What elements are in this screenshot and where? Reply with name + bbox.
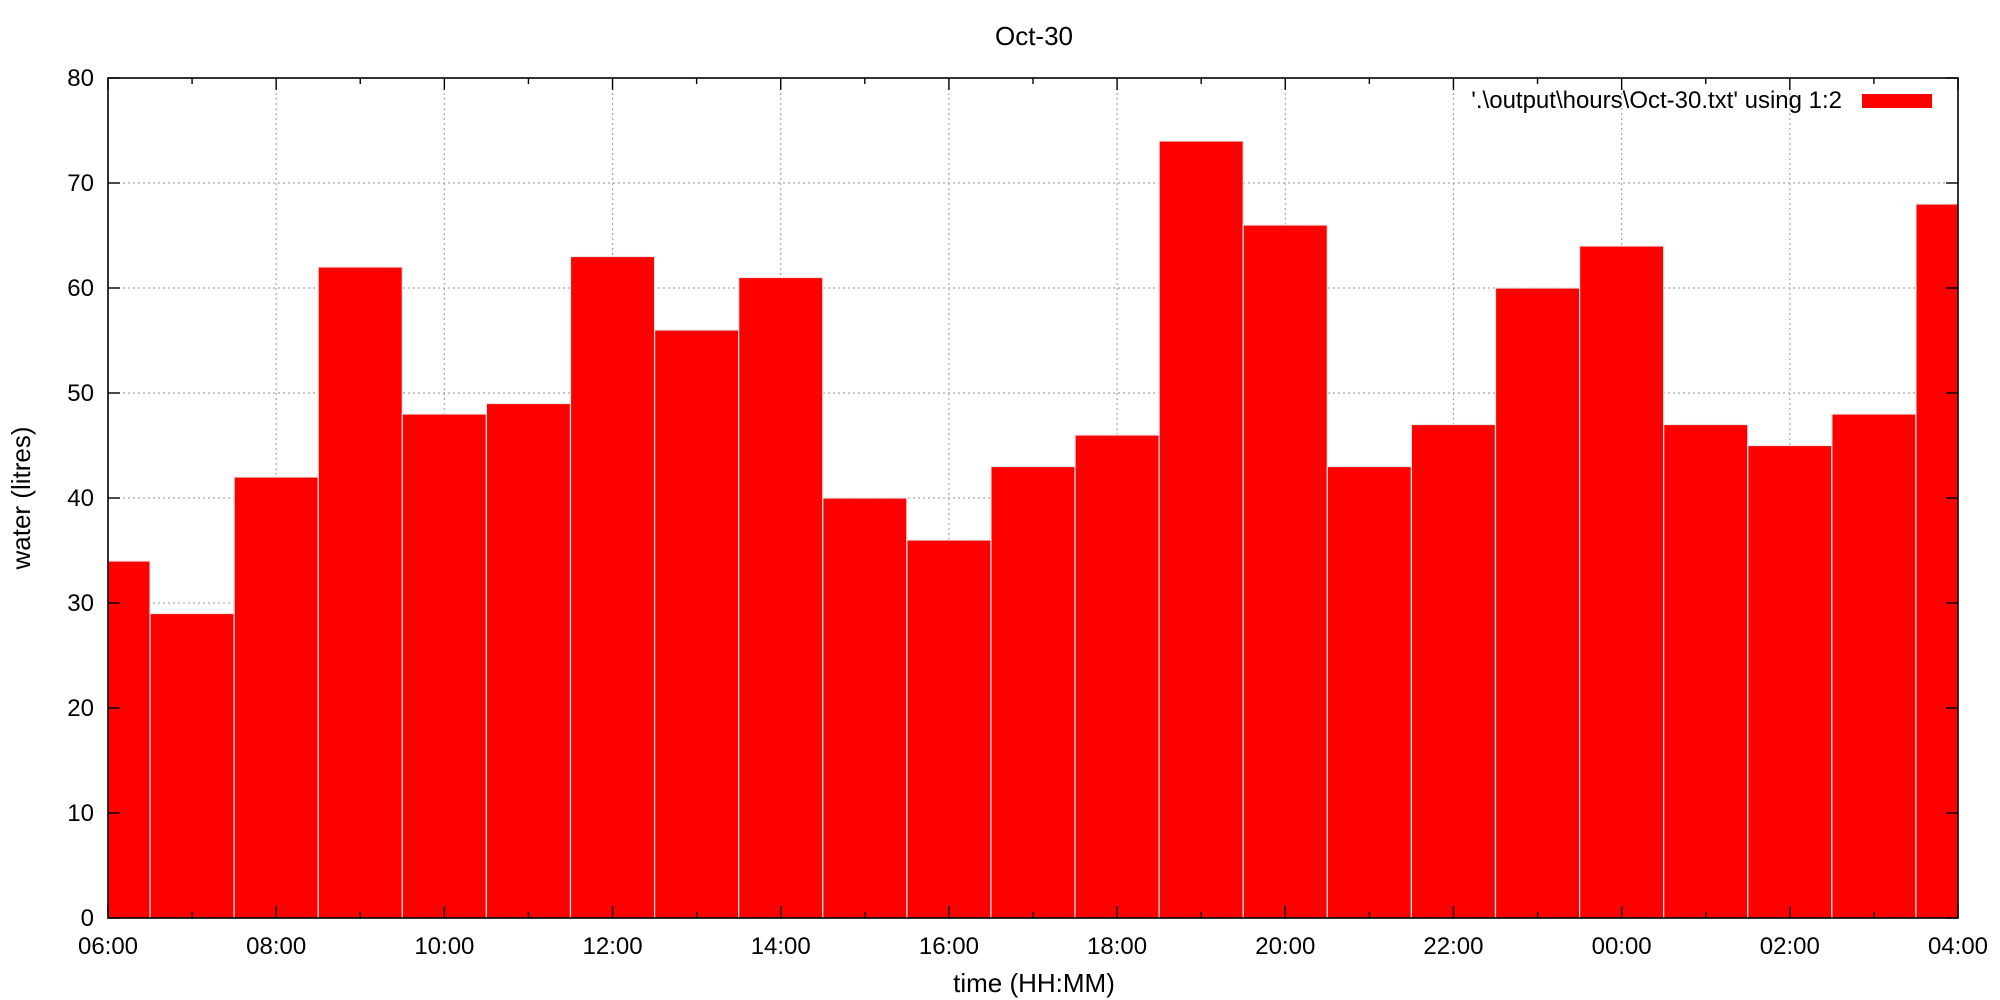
x-tick-label: 18:00 [1087, 933, 1147, 960]
bar [485, 402, 572, 919]
y-tick-label: 40 [67, 485, 94, 512]
x-tick-label: 20:00 [1255, 933, 1315, 960]
bar [653, 329, 740, 919]
bar [1410, 423, 1497, 919]
x-tick-label: 08:00 [246, 933, 306, 960]
y-tick-label: 30 [67, 590, 94, 617]
bar [1831, 413, 1917, 919]
x-tick-label: 04:00 [1928, 933, 1988, 960]
bars-layer [107, 140, 1959, 919]
y-tick-label: 60 [67, 275, 94, 302]
legend-label: '.\output\hours\Oct-30.txt' using 1:2 [1471, 87, 1842, 114]
legend-swatch [1862, 94, 1932, 108]
y-tick-label: 70 [67, 170, 94, 197]
bar [906, 539, 992, 919]
bar [1158, 140, 1244, 919]
bar [990, 465, 1076, 919]
bar [1242, 224, 1328, 919]
x-tick-label: 10:00 [414, 933, 474, 960]
x-tick-label: 12:00 [583, 933, 643, 960]
bar [317, 266, 403, 919]
x-axis-title: time (HH:MM) [953, 968, 1115, 998]
y-tick-label: 80 [67, 65, 94, 92]
x-tick-label: 06:00 [78, 933, 138, 960]
legend: '.\output\hours\Oct-30.txt' using 1:2 [1471, 87, 1932, 114]
bar [822, 497, 908, 919]
bar [1074, 434, 1160, 919]
ticks-layer [107, 77, 1959, 919]
chart-title: Oct-30 [995, 21, 1073, 51]
y-axis-title: water (litres) [6, 426, 36, 570]
x-tick-label: 00:00 [1592, 933, 1652, 960]
bar [1578, 245, 1665, 919]
plot-frame [107, 77, 1959, 919]
bar [569, 255, 656, 919]
bar [738, 276, 824, 919]
y-tick-label: 20 [67, 695, 94, 722]
x-tick-label: 14:00 [751, 933, 811, 960]
bar [1915, 203, 1959, 919]
y-tick-label: 10 [67, 800, 94, 827]
bar [1326, 465, 1413, 919]
y-tick-label: 0 [81, 905, 94, 932]
bar [107, 560, 151, 919]
labels-layer: 0 10 20 30 40 50 60 70 80 06:00 08:00 10:00 12:00 14:… [67, 65, 1988, 960]
y-tick-label: 50 [67, 380, 94, 407]
bar [1494, 287, 1581, 919]
x-tick-label: 22:00 [1423, 933, 1483, 960]
x-tick-label: 16:00 [919, 933, 979, 960]
bar [149, 612, 235, 919]
bar [1663, 423, 1749, 919]
bar [401, 413, 488, 919]
bar [233, 476, 319, 919]
x-tick-label: 02:00 [1760, 933, 1820, 960]
bar [1747, 444, 1833, 919]
